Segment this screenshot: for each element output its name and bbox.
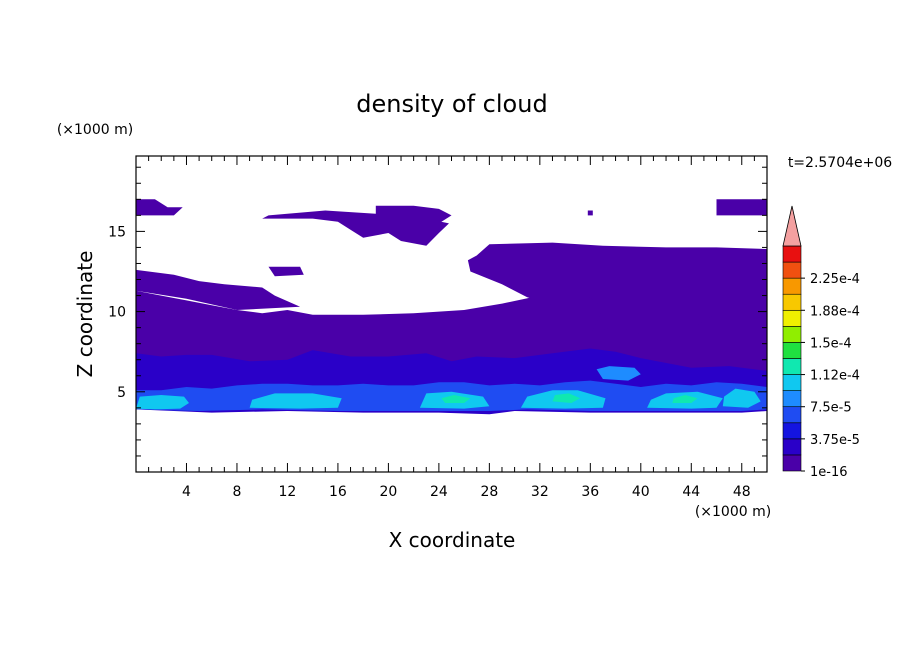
colorbar-swatch-0: [782, 454, 802, 472]
colorbar-label: 1.88e-4: [810, 304, 860, 319]
colorbar-swatch-2: [782, 422, 802, 440]
colorbar-swatch-4: [782, 390, 802, 408]
x-tick-label: 8: [232, 484, 241, 500]
colorbar-extend-arrow: [782, 205, 802, 247]
x-tick-label: 4: [182, 484, 191, 500]
chart-title: density of cloud: [356, 90, 547, 118]
x-tick-labels: 4 8 12 16 20 24 28 32 36 40 44 48: [182, 484, 751, 500]
x-tick-label: 24: [430, 484, 448, 500]
colorbar-label: 1.12e-4: [810, 369, 860, 384]
x-tick-label: 12: [279, 484, 297, 500]
colorbar-swatch-10: [782, 293, 802, 311]
y-axis-label: Z coordinate: [73, 251, 97, 378]
contour-region-20: [587, 210, 593, 216]
contour-region-14: [136, 199, 183, 216]
colorbar-swatch-6: [782, 358, 802, 375]
x-tick-label: 16: [329, 484, 347, 500]
x-tick-label: 36: [581, 484, 599, 500]
colorbar-swatch-1: [782, 438, 802, 456]
x-axis-label: X coordinate: [389, 528, 516, 552]
colorbar-swatch-9: [782, 309, 802, 327]
y-tick-label: 5: [117, 385, 126, 401]
x-tick-label: 32: [531, 484, 549, 500]
colorbar-swatch-5: [782, 374, 802, 391]
contour-region-17: [467, 242, 767, 343]
contour-region-11: [552, 393, 581, 403]
colorbar-label: 1.5e-4: [810, 336, 852, 351]
colorbar-swatch-3: [782, 406, 802, 424]
contour-region-5: [249, 393, 342, 409]
colorbar-label: 2.25e-4: [810, 272, 860, 287]
colorbar-swatch-13: [782, 245, 802, 263]
colorbar-label: 7.5e-5: [810, 401, 852, 416]
colorbar-swatch-7: [782, 342, 802, 359]
colorbar-label: 3.75e-5: [810, 433, 860, 448]
x-tick-label: 48: [733, 484, 751, 500]
contour-regions: [136, 199, 767, 415]
colorbar-swatch-12: [782, 261, 802, 279]
contour-region-12: [672, 395, 698, 403]
x-tick-label: 40: [632, 484, 650, 500]
x-unit-label: (×1000 m): [695, 504, 771, 520]
colorbar-swatch-8: [782, 326, 802, 343]
y-tick-label: 15: [108, 224, 126, 240]
time-label: t=2.5704e+06: [788, 155, 892, 171]
axis-ticks: [136, 156, 767, 472]
contour-region-10: [441, 395, 471, 403]
y-tick-labels: 5 10 15: [108, 224, 126, 400]
contour-region-9: [722, 388, 761, 408]
x-tick-label: 20: [379, 484, 397, 500]
contour-region-4: [136, 395, 189, 410]
colorbar: 1e-16 3.75e-5 7.5e-5 1.12e-4 1.5e-4 1.88e-4 2.…: [782, 205, 860, 480]
colorbar-swatch-11: [782, 277, 802, 295]
colorbar-label: 1e-16: [810, 465, 848, 480]
y-tick-label: 10: [108, 305, 126, 321]
y-unit-label: (×1000 m): [57, 122, 133, 138]
contour-region-3: [596, 366, 641, 381]
x-tick-label: 44: [682, 484, 700, 500]
x-tick-label: 28: [480, 484, 498, 500]
contour-region-19: [268, 266, 304, 277]
contour-region-18: [716, 199, 767, 216]
contour-region-16: [375, 205, 452, 224]
contour-region-13: [136, 269, 301, 310]
